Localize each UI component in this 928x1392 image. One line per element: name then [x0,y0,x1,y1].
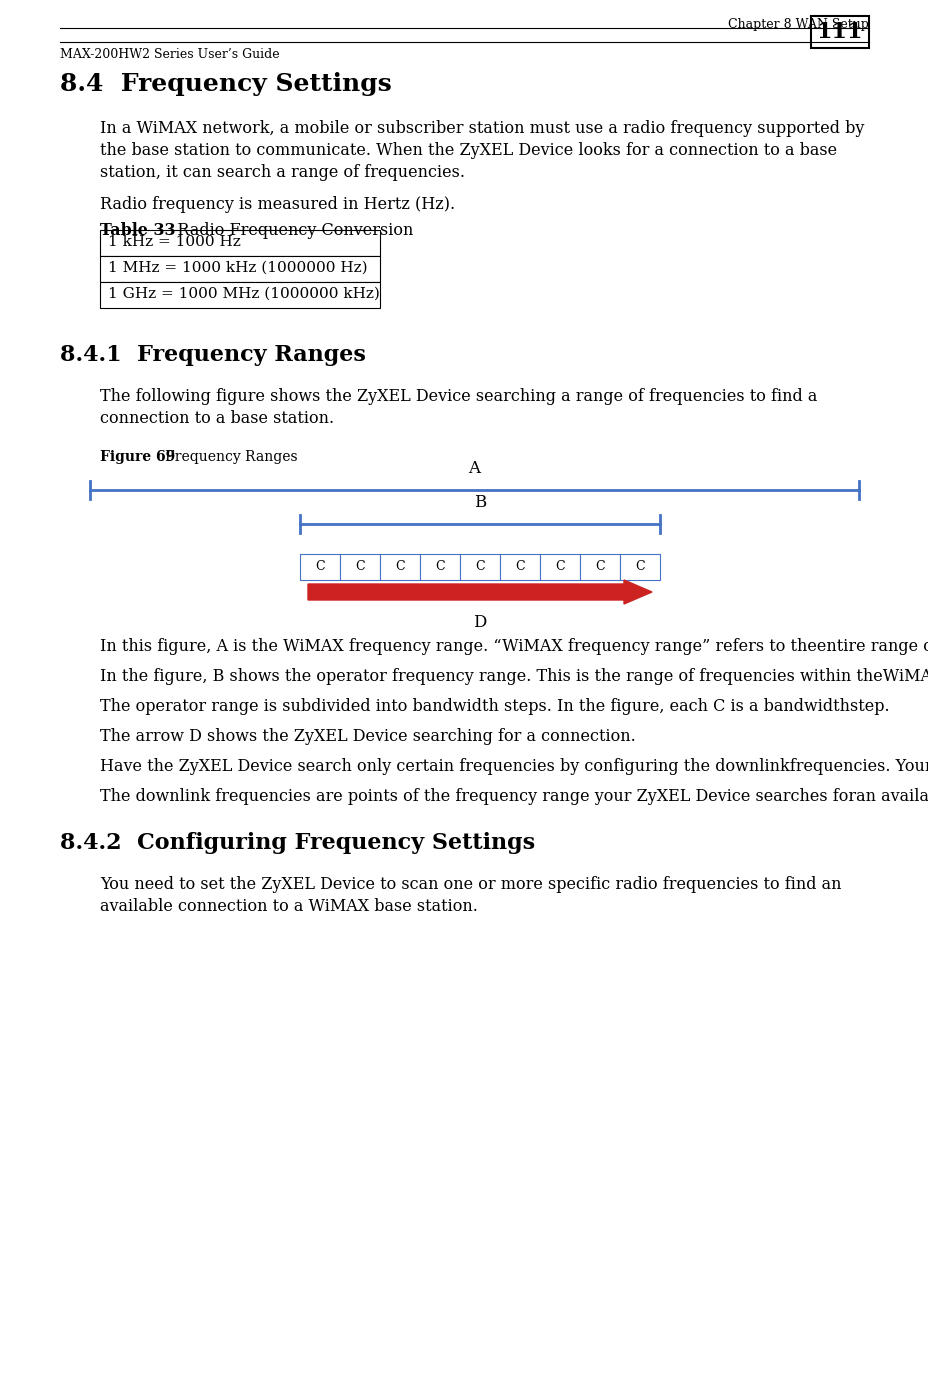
Text: 1 kHz = 1000 Hz: 1 kHz = 1000 Hz [108,235,240,249]
Text: Have the ZyXEL Device search only certain frequencies by configuring the downlin: Have the ZyXEL Device search only certai… [100,759,928,775]
Bar [380,554,419,580]
Bar [539,554,579,580]
Text: the base station to communicate. When the ZyXEL Device looks for a connection to: the base station to communicate. When th… [100,142,836,159]
Text: You need to set the ZyXEL Device to scan one or more specific radio frequencies : You need to set the ZyXEL Device to scan… [100,876,841,894]
Text: available connection to a WiMAX base station.: available connection to a WiMAX base sta… [100,898,477,915]
Text: C: C [315,561,325,574]
Text: The operator range is subdivided into bandwidth steps. In the figure, each C is : The operator range is subdivided into ba… [100,697,889,715]
Text: D: D [472,614,486,631]
Bar [459,554,499,580]
Text: Frequency Ranges: Frequency Ranges [152,450,297,464]
Text: In this figure, A is the WiMAX frequency range. “WiMAX frequency range” refers t: In this figure, A is the WiMAX frequency… [100,638,928,656]
Text: 1 MHz = 1000 kHz (1000000 Hz): 1 MHz = 1000 kHz (1000000 Hz) [108,262,367,276]
Bar [300,554,340,580]
Text: A: A [468,459,480,477]
Text: connection to a base station.: connection to a base station. [100,411,334,427]
Text: C: C [595,561,604,574]
FancyArrow shape [308,580,651,604]
Text: Radio Frequency Conversion: Radio Frequency Conversion [161,221,413,239]
Bar [579,554,619,580]
Bar [810,15,868,47]
Text: MAX-200HW2 Series User’s Guide: MAX-200HW2 Series User’s Guide [60,47,279,61]
Text: 1 GHz = 1000 MHz (1000000 kHz): 1 GHz = 1000 MHz (1000000 kHz) [108,287,380,301]
Text: Table 33: Table 33 [100,221,175,239]
Bar [340,554,380,580]
Text: Radio frequency is measured in Hertz (Hz).: Radio frequency is measured in Hertz (Hz… [100,196,455,213]
Text: In the figure, B shows the operator frequency range. This is the range of freque: In the figure, B shows the operator freq… [100,668,928,685]
Bar [100,256,380,283]
Bar [419,554,459,580]
Bar [499,554,539,580]
Bar [100,283,380,308]
Text: Chapter 8 WAN Setup: Chapter 8 WAN Setup [728,18,868,31]
Text: B: B [473,494,485,511]
Text: The downlink frequencies are points of the frequency range your ZyXEL Device sea: The downlink frequencies are points of t… [100,788,928,805]
Text: 8.4.2  Configuring Frequency Settings: 8.4.2 Configuring Frequency Settings [60,832,535,855]
Text: 111: 111 [816,21,862,43]
Text: C: C [394,561,405,574]
Bar [619,554,659,580]
Text: The arrow D shows the ZyXEL Device searching for a connection.: The arrow D shows the ZyXEL Device searc… [100,728,635,745]
Text: 8.4.1  Frequency Ranges: 8.4.1 Frequency Ranges [60,344,366,366]
Bar [100,230,380,256]
Text: Figure 69: Figure 69 [100,450,175,464]
Text: C: C [635,561,644,574]
Text: C: C [475,561,484,574]
Text: The following figure shows the ZyXEL Device searching a range of frequencies to : The following figure shows the ZyXEL Dev… [100,388,817,405]
Text: C: C [434,561,445,574]
Text: C: C [555,561,564,574]
Text: station, it can search a range of frequencies.: station, it can search a range of freque… [100,164,465,181]
Text: In a WiMAX network, a mobile or subscriber station must use a radio frequency su: In a WiMAX network, a mobile or subscrib… [100,120,863,136]
Text: C: C [354,561,365,574]
Text: 8.4  Frequency Settings: 8.4 Frequency Settings [60,72,392,96]
Text: C: C [515,561,524,574]
